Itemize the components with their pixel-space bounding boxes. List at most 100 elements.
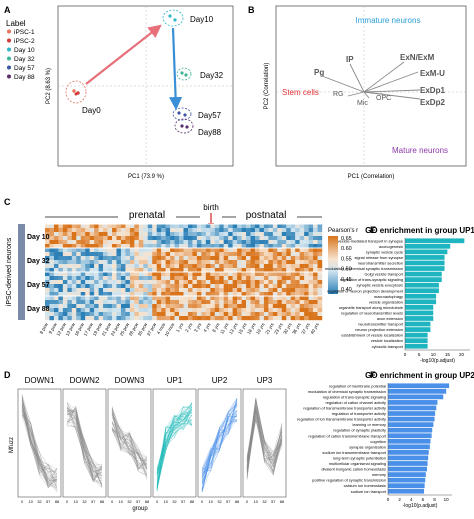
heatmap-cell (161, 308, 166, 313)
heatmap-cell (107, 312, 113, 317)
heatmap-cell (259, 276, 265, 281)
heatmap-cell (295, 252, 300, 257)
heatmap-cell (304, 248, 309, 253)
heatmap-cell (152, 316, 157, 321)
heatmap-column-tick: 3 yrs (193, 321, 203, 333)
day88-point (185, 125, 189, 129)
heatmap-cell (281, 304, 287, 309)
heatmap-cell (250, 248, 256, 253)
heatmap-column-tick: 19 pcw (92, 321, 104, 336)
heatmap-cell (71, 244, 77, 249)
heatmap-cell (152, 308, 157, 313)
go-term-label: synapse organization (349, 444, 386, 449)
heatmap-cell (263, 312, 269, 317)
pca-xlabel: PC1 (73.9 %) (128, 174, 164, 180)
heatmap-cell (196, 252, 202, 257)
heatmap-cell (241, 292, 247, 297)
heatmap-cell (246, 312, 251, 317)
heatmap-cell (286, 284, 291, 289)
go-term-label: axon extension (377, 316, 403, 321)
heatmap-cell (201, 224, 207, 229)
heatmap-cell (45, 272, 50, 277)
heatmap-cell (85, 256, 90, 261)
heatmap-cell (62, 248, 68, 253)
heatmap-cell (138, 236, 144, 241)
heatmap-cell (116, 288, 122, 293)
heatmap-cell (228, 300, 233, 305)
heatmap-cell (112, 244, 117, 249)
heatmap-cell (138, 300, 144, 305)
heatmap-cell (210, 280, 215, 285)
heatmap-cell (89, 268, 95, 273)
heatmap-cell (147, 264, 153, 269)
heatmap-cell (45, 244, 50, 249)
heatmap-cell (250, 284, 256, 289)
heatmap-cell (49, 268, 55, 273)
heatmap-cell (205, 268, 211, 273)
heatmap-cell (71, 236, 77, 241)
heatmap-cell (165, 304, 171, 309)
heatmap-cell (295, 260, 300, 265)
heatmap-cell (232, 280, 238, 285)
go-x-tick: 2 (398, 497, 401, 502)
heatmap-cell (138, 268, 144, 273)
mfuzz-xtick: 57 (226, 500, 230, 504)
go-bar (405, 282, 439, 288)
heatmap-cell (89, 296, 95, 301)
mfuzz-profile-line (156, 413, 193, 491)
heatmap-cell (62, 288, 68, 293)
heatmap-cell (138, 256, 144, 261)
heatmap-cell (308, 256, 314, 261)
heatmap-cell (196, 284, 202, 289)
panel-letter-f: F (370, 370, 376, 380)
heatmap-column-tick: 37 yrs (300, 321, 311, 335)
heatmap-cell (67, 248, 73, 253)
heatmap-cell (214, 272, 220, 277)
heatmap-cell (228, 284, 233, 289)
heatmap-cell (94, 272, 99, 277)
heatmap-column-tick: 21 yrs (264, 321, 275, 335)
heatmap-cell (161, 280, 166, 285)
heatmap-cell (156, 240, 162, 245)
heatmap-cell (67, 260, 73, 265)
heatmap-cell (94, 248, 99, 253)
heatmap-cell (152, 224, 157, 229)
heatmap-cell (179, 300, 184, 305)
heatmap-cell (45, 240, 50, 245)
heatmap-cell (183, 308, 189, 313)
heatmap-cell (174, 224, 180, 229)
heatmap-cell (272, 312, 278, 317)
heatmap-cell (89, 224, 95, 229)
heatmap-cell (299, 312, 305, 317)
heatmap-cell (317, 272, 323, 277)
heatmap-cell (237, 304, 242, 309)
go-bar (405, 243, 451, 249)
heatmap-cell (116, 256, 122, 261)
heatmap-cell (290, 304, 296, 309)
colorbar-tick: 0.60 (341, 246, 352, 252)
heatmap-cell (304, 224, 309, 229)
heatmap-cell (290, 236, 296, 241)
heatmap-cell (259, 308, 265, 313)
heatmap-column-tick: 36 yrs (291, 321, 302, 335)
go-term-label: memory (372, 472, 386, 477)
heatmap-cell (80, 316, 86, 321)
heatmap-cell (138, 288, 144, 293)
heatmap-cell (147, 312, 153, 317)
heatmap-cell (246, 308, 251, 313)
heatmap-cell (250, 224, 256, 229)
mfuzz-profile-line (111, 422, 148, 466)
day57-point (183, 113, 187, 117)
heatmap-cell (290, 264, 296, 269)
heatmap-column-tick: 17 pcw (83, 321, 95, 336)
heatmap-cell (156, 280, 162, 285)
heatmap-cell (228, 312, 233, 317)
heatmap-cell (152, 260, 157, 265)
label-day10: Day10 (190, 15, 214, 24)
heatmap-cell (174, 264, 180, 269)
heatmap-cell (196, 244, 202, 249)
heatmap-cell (295, 288, 300, 293)
heatmap-cell (313, 312, 318, 317)
heatmap-cell (183, 252, 189, 257)
